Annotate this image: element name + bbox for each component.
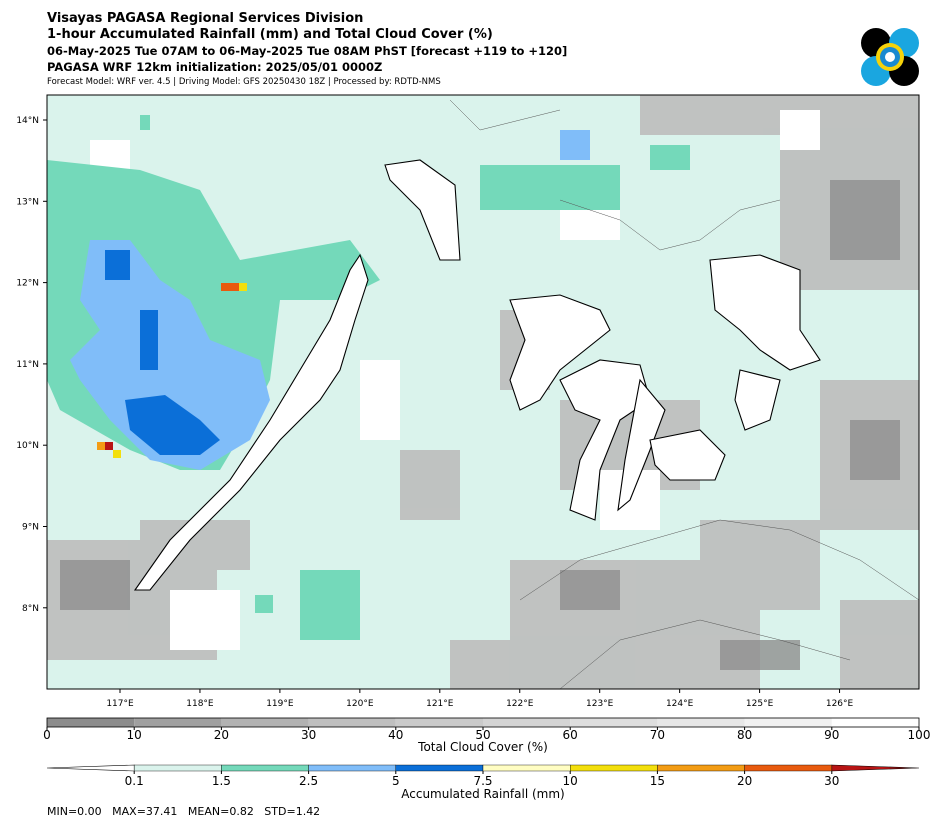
model-info: Forecast Model: WRF ver. 4.5 | Driving M… — [47, 77, 441, 87]
lat-tick-label: 14°N — [16, 116, 39, 126]
rain-colorbar-label: Accumulated Rainfall (mm) — [401, 787, 564, 801]
cloud-color-segment — [570, 718, 658, 727]
cloud-color-segment — [831, 718, 919, 727]
cloud-color-segment — [483, 718, 571, 727]
valid-time: 06-May-2025 Tue 07AM to 06-May-2025 Tue … — [47, 44, 567, 58]
lat-tick-label: 12°N — [16, 279, 39, 289]
rain-color-segment — [308, 764, 397, 772]
rain-color-segment — [221, 764, 309, 772]
lon-tick-label: 119°E — [266, 699, 294, 709]
rain-tick-label: 2.5 — [299, 774, 318, 788]
cloud-color-segment — [134, 718, 222, 727]
rain-tick-label: 20 — [737, 774, 752, 788]
lat-tick-label: 13°N — [16, 197, 39, 207]
lat-tick-label: 9°N — [22, 523, 39, 533]
logo — [861, 28, 919, 86]
stats: MIN=0.00 MAX=37.41 MEAN=0.82 STD=1.42 — [47, 805, 320, 818]
title: Visayas PAGASA Regional Services Divisio… — [47, 11, 363, 26]
map-field — [47, 95, 919, 689]
cloud-tick-label: 100 — [908, 728, 931, 742]
rain-tick-label: 0.1 — [125, 774, 144, 788]
rain-color-segment — [570, 764, 658, 772]
lon-tick-label: 118°E — [186, 699, 214, 709]
rain-tick-label: 10 — [563, 774, 578, 788]
lat-tick-label: 8°N — [22, 604, 39, 614]
cloud-tick-label: 0 — [43, 728, 51, 742]
lon-tick-label: 122°E — [506, 699, 534, 709]
lon-tick-label: 125°E — [746, 699, 774, 709]
rain-color-segment — [744, 764, 832, 772]
lon-tick-label: 117°E — [106, 699, 134, 709]
cloud-tick-label: 50 — [475, 728, 490, 742]
rain-under-triangle — [46, 764, 135, 772]
rain-tick-label: 15 — [650, 774, 665, 788]
cloud-color-segment — [221, 718, 309, 727]
rain-color-segment — [482, 764, 571, 772]
cloud-color-segment — [657, 718, 745, 727]
cloud-tick-label: 30 — [301, 728, 316, 742]
model-init: PAGASA WRF 12km initialization: 2025/05/… — [47, 60, 382, 74]
lat-tick-label: 11°N — [16, 360, 39, 370]
cloud-tick-label: 90 — [824, 728, 839, 742]
cloud-tick-label: 40 — [388, 728, 403, 742]
cloud-colorbar-label: Total Cloud Cover (%) — [417, 740, 548, 754]
lon-tick-label: 121°E — [426, 699, 454, 709]
lon-tick-label: 120°E — [346, 699, 374, 709]
rain-color-segment — [133, 764, 222, 772]
lon-tick-label: 123°E — [586, 699, 614, 709]
rain-over-triangle — [831, 764, 920, 772]
cloud-color-segment — [308, 718, 396, 727]
cloud-color-segment — [47, 718, 135, 727]
rain-tick-label: 30 — [824, 774, 839, 788]
rain-tick-label: 1.5 — [212, 774, 231, 788]
cloud-tick-label: 70 — [650, 728, 665, 742]
subtitle: 1-hour Accumulated Rainfall (mm) and Tot… — [47, 27, 493, 42]
cloud-tick-label: 20 — [214, 728, 229, 742]
rain-tick-label: 5 — [392, 774, 400, 788]
cloud-color-segment — [744, 718, 832, 727]
cloud-tick-label: 80 — [737, 728, 752, 742]
lon-tick-label: 126°E — [826, 699, 854, 709]
rain-color-segment — [395, 764, 484, 772]
cloud-tick-label: 60 — [563, 728, 578, 742]
lat-tick-label: 10°N — [16, 441, 39, 451]
rain-color-segment — [657, 764, 745, 772]
map-frame — [46, 94, 920, 690]
lon-tick-label: 124°E — [666, 699, 694, 709]
cloud-tick-label: 10 — [127, 728, 142, 742]
cloud-color-segment — [395, 718, 483, 727]
rain-tick-label: 7.5 — [473, 774, 492, 788]
